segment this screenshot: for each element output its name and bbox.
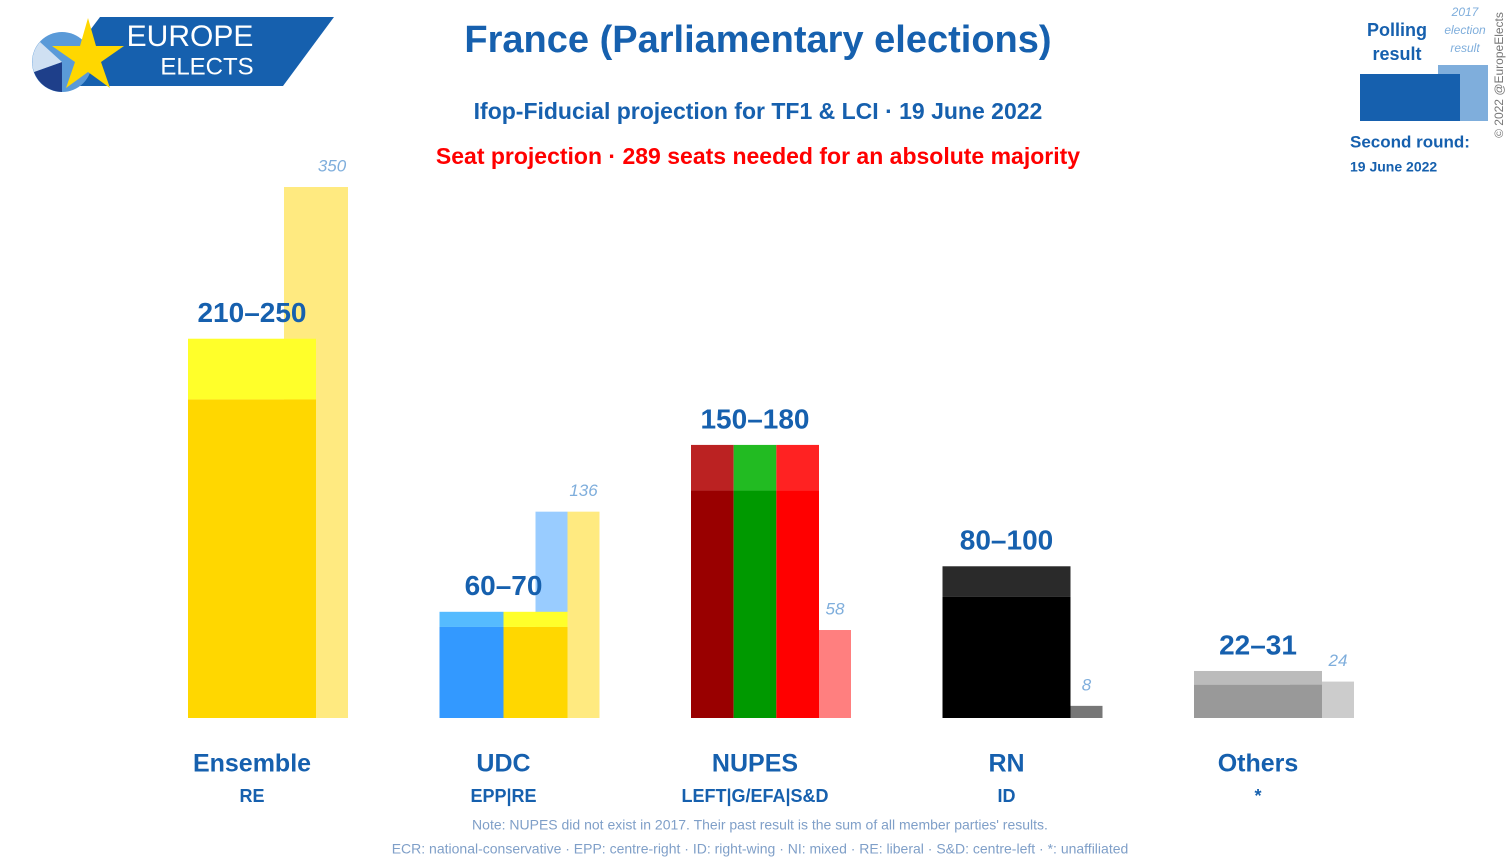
logo-pie-slice: [32, 42, 62, 72]
logo-banner: [48, 17, 334, 86]
bar-low: [942, 596, 1071, 718]
bar-range: [733, 444, 777, 491]
bar-low: [691, 490, 734, 718]
group-label: ID: [998, 786, 1016, 806]
past-value-label: 136: [569, 481, 598, 500]
group-label: RE: [239, 786, 264, 806]
bar-range: [691, 444, 734, 491]
bar-range: [503, 611, 568, 627]
note: Note: NUPES did not exist in 2017. Their…: [472, 817, 1048, 833]
bar-range: [439, 611, 504, 627]
value-label: 80–100: [960, 525, 1053, 556]
group-label: LEFT|G/EFA|S&D: [681, 786, 828, 806]
legend-label: 2017 election result: [1444, 5, 1486, 55]
group-label: *: [1254, 786, 1261, 806]
x-tick-label: NUPES: [712, 750, 798, 778]
value-label: 150–180: [700, 403, 809, 434]
chart-subtitle: Seat projection · 289 seats needed for a…: [436, 143, 1080, 169]
x-tick-label: UDC: [476, 750, 530, 778]
x-tick-label: Others: [1218, 750, 1299, 778]
past-value-label: 350: [318, 156, 347, 175]
x-tick-label: Ensemble: [193, 750, 311, 778]
value-label: 210–250: [197, 297, 306, 328]
round-label: Second round:: [1350, 132, 1470, 151]
bar-range: [776, 444, 819, 491]
bar-low: [776, 490, 819, 718]
value-label: 60–70: [465, 570, 543, 601]
chart-title: France (Parliamentary elections): [464, 19, 1051, 61]
bar-range: [1194, 670, 1322, 685]
legend-label: Polling result: [1367, 20, 1427, 64]
past-value-label: 24: [1328, 651, 1348, 670]
past-bar: [567, 511, 600, 718]
bar-low: [733, 490, 777, 718]
bar-low: [1194, 684, 1322, 718]
round-date: 19 June 2022: [1350, 159, 1437, 175]
bar-low: [503, 626, 568, 718]
copyright: © 2022 @EuropeElects: [1492, 12, 1506, 138]
x-tick-label: RN: [988, 750, 1024, 778]
bar-low: [439, 626, 504, 718]
group-label: EPP|RE: [470, 786, 536, 806]
logo-star: [52, 18, 124, 88]
bar-range: [188, 338, 316, 400]
bar-low: [188, 399, 316, 718]
note: ECR: national-conservative · EPP: centre…: [392, 841, 1129, 857]
logo-text: EUROPE: [127, 20, 254, 53]
logo-text: ELECTS: [160, 53, 253, 80]
value-label: 22–31: [1219, 629, 1297, 660]
bar-range: [942, 566, 1071, 597]
past-value-label: 8: [1082, 675, 1092, 694]
legend-swatch: [1360, 74, 1460, 121]
past-value-label: 58: [826, 599, 845, 618]
past-bar: [819, 630, 851, 718]
chart-subtitle: Ifop-Fiducial projection for TF1 & LCI ·…: [474, 98, 1043, 124]
